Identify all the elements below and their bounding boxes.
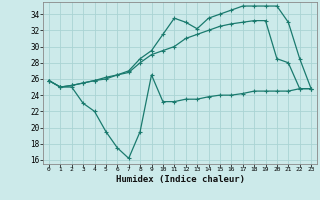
X-axis label: Humidex (Indice chaleur): Humidex (Indice chaleur) (116, 175, 244, 184)
